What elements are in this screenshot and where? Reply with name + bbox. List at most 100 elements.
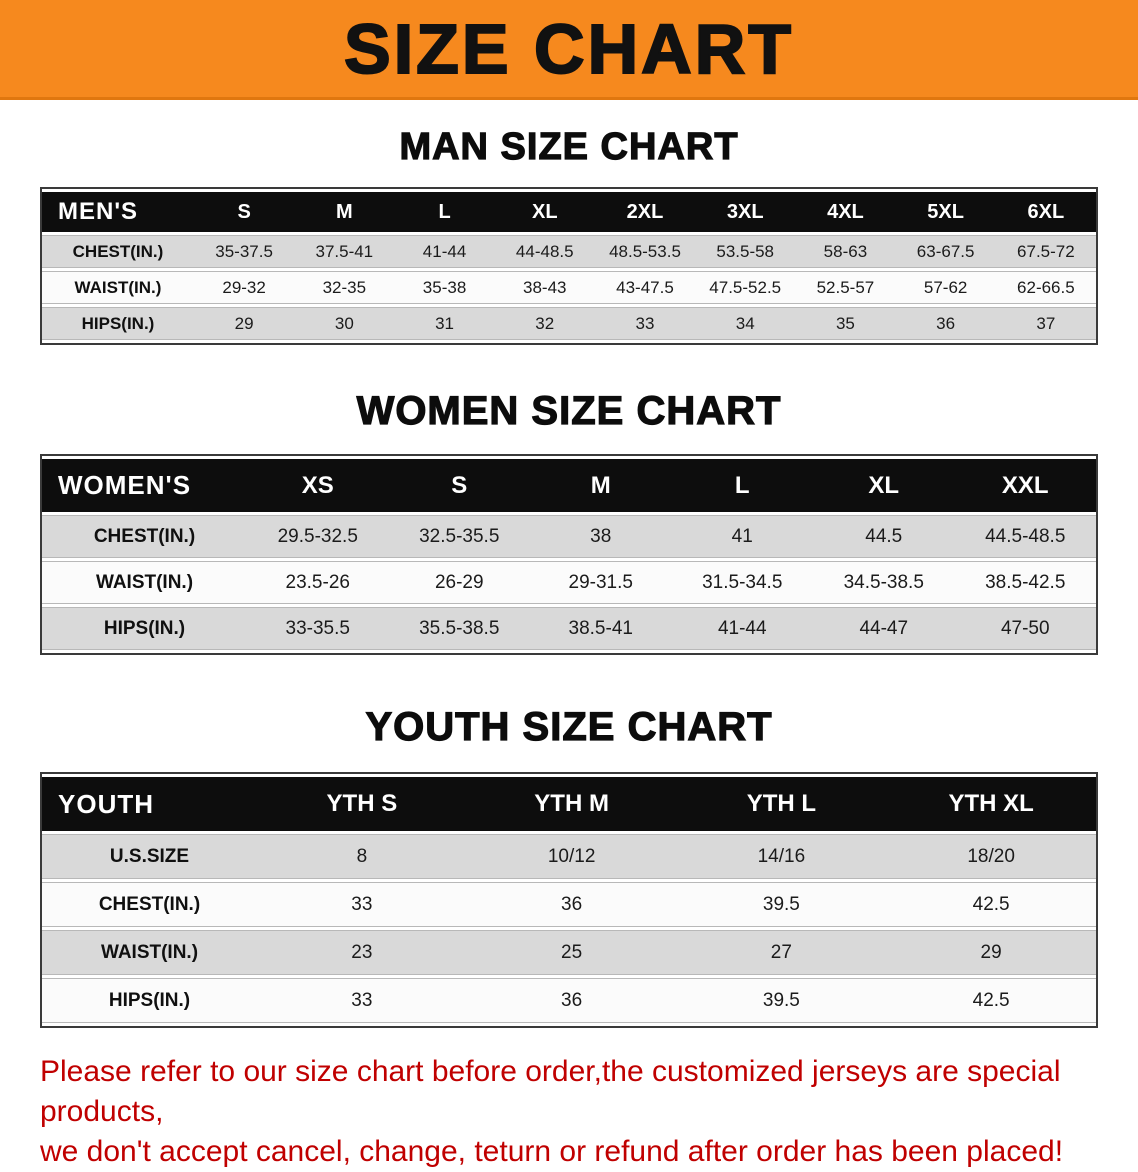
- column-header: M: [530, 459, 672, 512]
- table-row: WAIST(IN.) 23.5-26 26-29 29-31.5 31.5-34.5 34…: [42, 561, 1096, 604]
- size-value: 41-44: [671, 607, 813, 650]
- womens-section-heading: WOMEN SIZE CHART: [356, 388, 782, 433]
- table-row: WAIST(IN.) 29-32 32-35 35-38 38-43 43-47.5 47.…: [42, 271, 1096, 304]
- size-value: 42.5: [886, 882, 1096, 927]
- disclaimer-line-1: Please refer to our size chart before or…: [40, 1055, 1061, 1128]
- size-value: 29: [194, 307, 295, 340]
- table-title-cell: YOUTH: [42, 777, 257, 831]
- size-value: 33: [257, 978, 467, 1023]
- size-value: 43-47.5: [594, 271, 696, 304]
- column-header: 6XL: [995, 192, 1096, 232]
- column-header: M: [294, 192, 395, 232]
- size-value: 8: [257, 834, 467, 879]
- mens-section: MAN SIZE CHART MEN'S S M L XL 2XL 3XL 4XL 5XL 6XL…: [0, 100, 1138, 345]
- disclaimer-line-2: we don't accept cancel, change, teturn o…: [40, 1135, 1064, 1168]
- row-label: CHEST(IN.): [42, 515, 247, 558]
- size-value: 35: [795, 307, 896, 340]
- size-value: 36: [466, 978, 677, 1023]
- size-value: 29-31.5: [530, 561, 672, 604]
- size-value: 67.5-72: [995, 235, 1096, 268]
- table-row: HIPS(IN.) 29 30 31 32 33 34 35 36 37: [42, 307, 1096, 340]
- size-value: 38.5-42.5: [954, 561, 1096, 604]
- table-row: HIPS(IN.) 33-35.5 35.5-38.5 38.5-41 41-44 44-…: [42, 607, 1096, 650]
- size-value: 44.5: [813, 515, 955, 558]
- youth-section: YOUTH SIZE CHART YOUTH YTH S YTH M YTH L YTH…: [0, 655, 1138, 1028]
- row-label: HIPS(IN.): [42, 607, 247, 650]
- row-label: HIPS(IN.): [42, 307, 194, 340]
- table-header-row: WOMEN'S XS S M L XL XXL: [42, 459, 1096, 512]
- size-chart-banner: SIZE CHART: [0, 0, 1138, 100]
- mens-size-table: MEN'S S M L XL 2XL 3XL 4XL 5XL 6XL CHEST(IN.) 35-37…: [40, 187, 1098, 345]
- row-label: WAIST(IN.): [42, 561, 247, 604]
- size-value: 25: [466, 930, 677, 975]
- size-value: 33: [594, 307, 696, 340]
- size-value: 34.5-38.5: [813, 561, 955, 604]
- size-value: 27: [676, 930, 887, 975]
- size-value: 63-67.5: [895, 235, 996, 268]
- size-value: 39.5: [676, 882, 887, 927]
- size-value: 33-35.5: [247, 607, 389, 650]
- table-title-cell: WOMEN'S: [42, 459, 247, 512]
- size-value: 32: [494, 307, 595, 340]
- table-row: CHEST(IN.) 29.5-32.5 32.5-35.5 38 41 44.5 44.5…: [42, 515, 1096, 558]
- size-value: 23: [257, 930, 467, 975]
- size-value: 35.5-38.5: [388, 607, 530, 650]
- size-value: 14/16: [676, 834, 887, 879]
- size-value: 35-38: [394, 271, 495, 304]
- row-label: U.S.SIZE: [42, 834, 257, 879]
- size-value: 44-47: [813, 607, 955, 650]
- size-value: 57-62: [895, 271, 996, 304]
- size-value: 10/12: [466, 834, 677, 879]
- size-value: 38-43: [494, 271, 595, 304]
- table-row: CHEST(IN.) 35-37.5 37.5-41 41-44 44-48.5 48.5…: [42, 235, 1096, 268]
- table-row: HIPS(IN.) 33 36 39.5 42.5: [42, 978, 1096, 1023]
- column-header: 3XL: [695, 192, 796, 232]
- size-value: 18/20: [886, 834, 1096, 879]
- size-value: 29: [886, 930, 1096, 975]
- table-header-row: YOUTH YTH S YTH M YTH L YTH XL: [42, 777, 1096, 831]
- table-row: CHEST(IN.) 33 36 39.5 42.5: [42, 882, 1096, 927]
- size-value: 33: [257, 882, 467, 927]
- table-row: U.S.SIZE 8 10/12 14/16 18/20: [42, 834, 1096, 879]
- disclaimer: Please refer to our size chart before or…: [40, 1052, 1138, 1172]
- size-value: 38.5-41: [530, 607, 672, 650]
- page-title: SIZE CHART: [343, 9, 794, 89]
- column-header: 2XL: [594, 192, 696, 232]
- size-value: 48.5-53.5: [594, 235, 696, 268]
- size-value: 52.5-57: [795, 271, 896, 304]
- column-header: S: [388, 459, 530, 512]
- size-value: 29-32: [194, 271, 295, 304]
- size-value: 42.5: [886, 978, 1096, 1023]
- column-header: YTH S: [257, 777, 467, 831]
- size-value: 29.5-32.5: [247, 515, 389, 558]
- size-value: 44.5-48.5: [954, 515, 1096, 558]
- size-value: 32-35: [294, 271, 395, 304]
- column-header: L: [671, 459, 813, 512]
- size-value: 41-44: [394, 235, 495, 268]
- table-header-row: MEN'S S M L XL 2XL 3XL 4XL 5XL 6XL: [42, 192, 1096, 232]
- column-header: 5XL: [895, 192, 996, 232]
- size-value: 30: [294, 307, 395, 340]
- size-value: 36: [895, 307, 996, 340]
- column-header: L: [394, 192, 495, 232]
- size-value: 31: [394, 307, 495, 340]
- column-header: XL: [813, 459, 955, 512]
- column-header: YTH L: [676, 777, 887, 831]
- size-value: 34: [695, 307, 796, 340]
- row-label: WAIST(IN.): [42, 930, 257, 975]
- youth-section-heading: YOUTH SIZE CHART: [365, 704, 773, 749]
- column-header: XS: [247, 459, 389, 512]
- row-label: CHEST(IN.): [42, 235, 194, 268]
- size-value: 41: [671, 515, 813, 558]
- youth-size-table: YOUTH YTH S YTH M YTH L YTH XL U.S.SIZE 8 10/12…: [40, 772, 1098, 1028]
- column-header: S: [194, 192, 295, 232]
- column-header: XXL: [954, 459, 1096, 512]
- size-value: 47-50: [954, 607, 1096, 650]
- size-value: 53.5-58: [695, 235, 796, 268]
- column-header: YTH M: [466, 777, 677, 831]
- table-title-cell: MEN'S: [42, 192, 194, 232]
- size-value: 31.5-34.5: [671, 561, 813, 604]
- size-value: 36: [466, 882, 677, 927]
- row-label: CHEST(IN.): [42, 882, 257, 927]
- size-value: 37: [995, 307, 1096, 340]
